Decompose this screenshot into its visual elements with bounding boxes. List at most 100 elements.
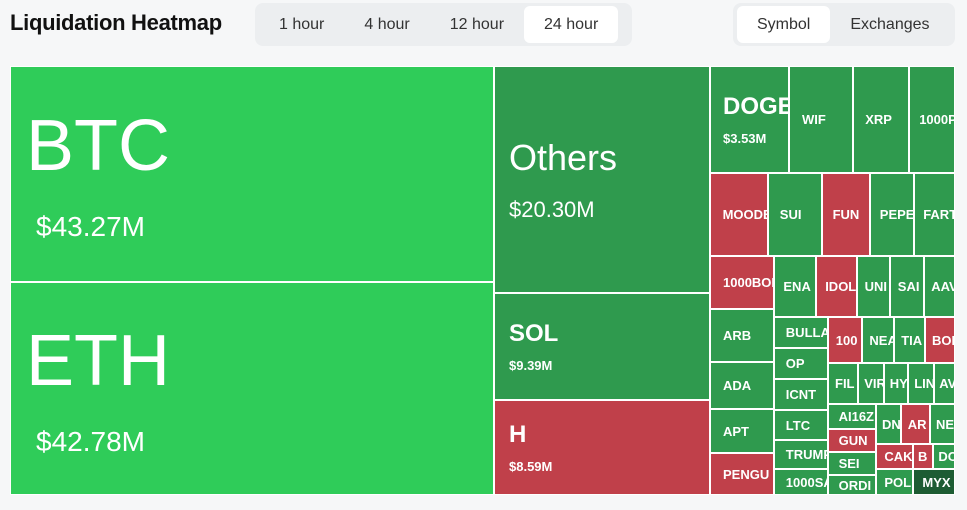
tab[interactable]: Symbol [737, 6, 831, 43]
tile[interactable]: NE [930, 404, 955, 444]
tile-label: SAI [897, 279, 920, 294]
tile[interactable]: 1000PEPE [909, 66, 955, 173]
tile-label: SOL [509, 320, 559, 347]
tile[interactable]: SUI [768, 173, 822, 256]
tile[interactable]: GUN [828, 429, 876, 452]
tile-label: BTC [26, 106, 170, 186]
time-tabs: 1 hour 4 hour 12 hour 24 hour [255, 3, 632, 46]
tile-value: $8.59M [509, 459, 553, 474]
tile[interactable]: B [913, 444, 933, 469]
tile[interactable]: TIA [894, 317, 925, 363]
tile[interactable]: DOGE $3.53M [710, 66, 789, 173]
tile[interactable]: FUN [822, 173, 870, 256]
tile-label: BOME [932, 332, 954, 348]
tile-label: DOT [938, 449, 954, 464]
tile[interactable]: LTC [774, 410, 828, 440]
tile-label: GUN [838, 433, 868, 448]
tile[interactable]: MOODENG [710, 173, 768, 256]
tile-label: XRP [865, 112, 892, 127]
tile[interactable]: TRUMP [774, 440, 828, 469]
tile[interactable]: SOL $9.39M [494, 293, 710, 400]
tile-label: Others [509, 136, 618, 178]
tile[interactable]: ETH $42.78M [10, 282, 494, 495]
tile[interactable]: BOME [925, 317, 955, 363]
tile-label: FARTCOIN [923, 207, 955, 222]
tab[interactable]: 24 hour [524, 6, 619, 43]
tile-label: ADA [723, 378, 752, 393]
tile[interactable]: SAI [890, 256, 924, 317]
tab[interactable]: 1 hour [279, 16, 325, 33]
tile[interactable]: ADA [710, 362, 774, 409]
tile[interactable]: ENA [774, 256, 816, 317]
tile[interactable]: WIF [789, 66, 853, 173]
tile[interactable]: ARB [710, 309, 774, 362]
tile[interactable]: PEPE [870, 173, 914, 256]
tile[interactable]: BTC $43.27M [10, 66, 494, 282]
tile[interactable]: VIRTUAL [858, 363, 884, 404]
tile[interactable]: FARTCOIN [914, 173, 955, 256]
tile[interactable]: DOT [933, 444, 955, 469]
tile-label: PEPE [879, 207, 914, 222]
tile[interactable]: 1000BONK [710, 256, 774, 309]
tile[interactable]: AVAX [934, 363, 955, 404]
tile-label: DN [882, 416, 901, 432]
tile-label: OP [785, 356, 805, 371]
tile[interactable]: H $8.59M [494, 400, 710, 495]
tile[interactable]: AR [901, 404, 930, 444]
tile-label: FIL [835, 376, 855, 391]
tile[interactable]: 1000SATS [774, 469, 828, 495]
tile-label: SEI [838, 456, 860, 471]
tile[interactable]: ICNT [774, 379, 828, 410]
tile[interactable]: CAKE [876, 444, 913, 469]
tile[interactable]: AAVE [924, 256, 955, 317]
tile-label: FUN [832, 207, 860, 222]
tab[interactable]: Exchanges [850, 16, 930, 33]
tile-label: AR [907, 416, 927, 432]
tile-label: LINK [914, 376, 933, 391]
tile[interactable]: MYX [913, 469, 955, 495]
tile[interactable]: FIL [828, 363, 858, 404]
tile-label: POL [884, 474, 912, 490]
tile[interactable]: HYPE [884, 363, 908, 404]
tile-label: MYX [922, 474, 951, 490]
tile[interactable]: ORDI [828, 475, 876, 495]
tile-label: 1000PEPE [919, 112, 954, 127]
tile-label: NE [936, 416, 955, 432]
tile-label: 100 [835, 332, 858, 348]
tile-label: CAKE [884, 449, 913, 464]
tab[interactable]: 12 hour [449, 16, 505, 33]
tile-label: UNI [864, 279, 887, 294]
tile-label: MOODENG [722, 207, 767, 222]
tile-label: B [918, 449, 928, 464]
tile[interactable]: APT [710, 409, 774, 453]
page-title: Liquidation Heatmap [10, 10, 222, 35]
tile-label: ARB [723, 328, 752, 343]
tile[interactable]: XRP [853, 66, 909, 173]
tile-label: TRUMP [785, 447, 828, 462]
tile[interactable]: SEI [828, 452, 876, 475]
tile-value: $20.30M [509, 196, 595, 222]
tab[interactable]: 4 hour [364, 16, 410, 33]
tile[interactable]: LINK [908, 363, 934, 404]
tile[interactable]: UNI [857, 256, 890, 317]
tile-label: VIRTUAL [864, 376, 884, 391]
tile-label: LTC [785, 417, 811, 433]
tile[interactable]: IDOL [816, 256, 857, 317]
tile[interactable]: DN [876, 404, 901, 444]
tile-label: IDOL [825, 279, 857, 294]
tile-label: PENGU [723, 466, 770, 482]
tile[interactable]: Others $20.30M [494, 66, 710, 293]
tile-label: ICNT [785, 387, 817, 402]
tile[interactable]: AI16Z [828, 404, 876, 429]
tile[interactable]: BULLA [774, 317, 828, 348]
tile-label: DOGE [723, 93, 789, 120]
tile[interactable]: 100 [828, 317, 862, 363]
tile[interactable]: NEAR [862, 317, 894, 363]
tile[interactable]: OP [774, 348, 828, 379]
tile[interactable]: PENGU [710, 453, 774, 495]
tile-label: TIA [901, 332, 923, 348]
tile-label: AI16Z [838, 409, 874, 424]
tile-label: ENA [783, 279, 811, 294]
tile[interactable]: POL [876, 469, 913, 495]
